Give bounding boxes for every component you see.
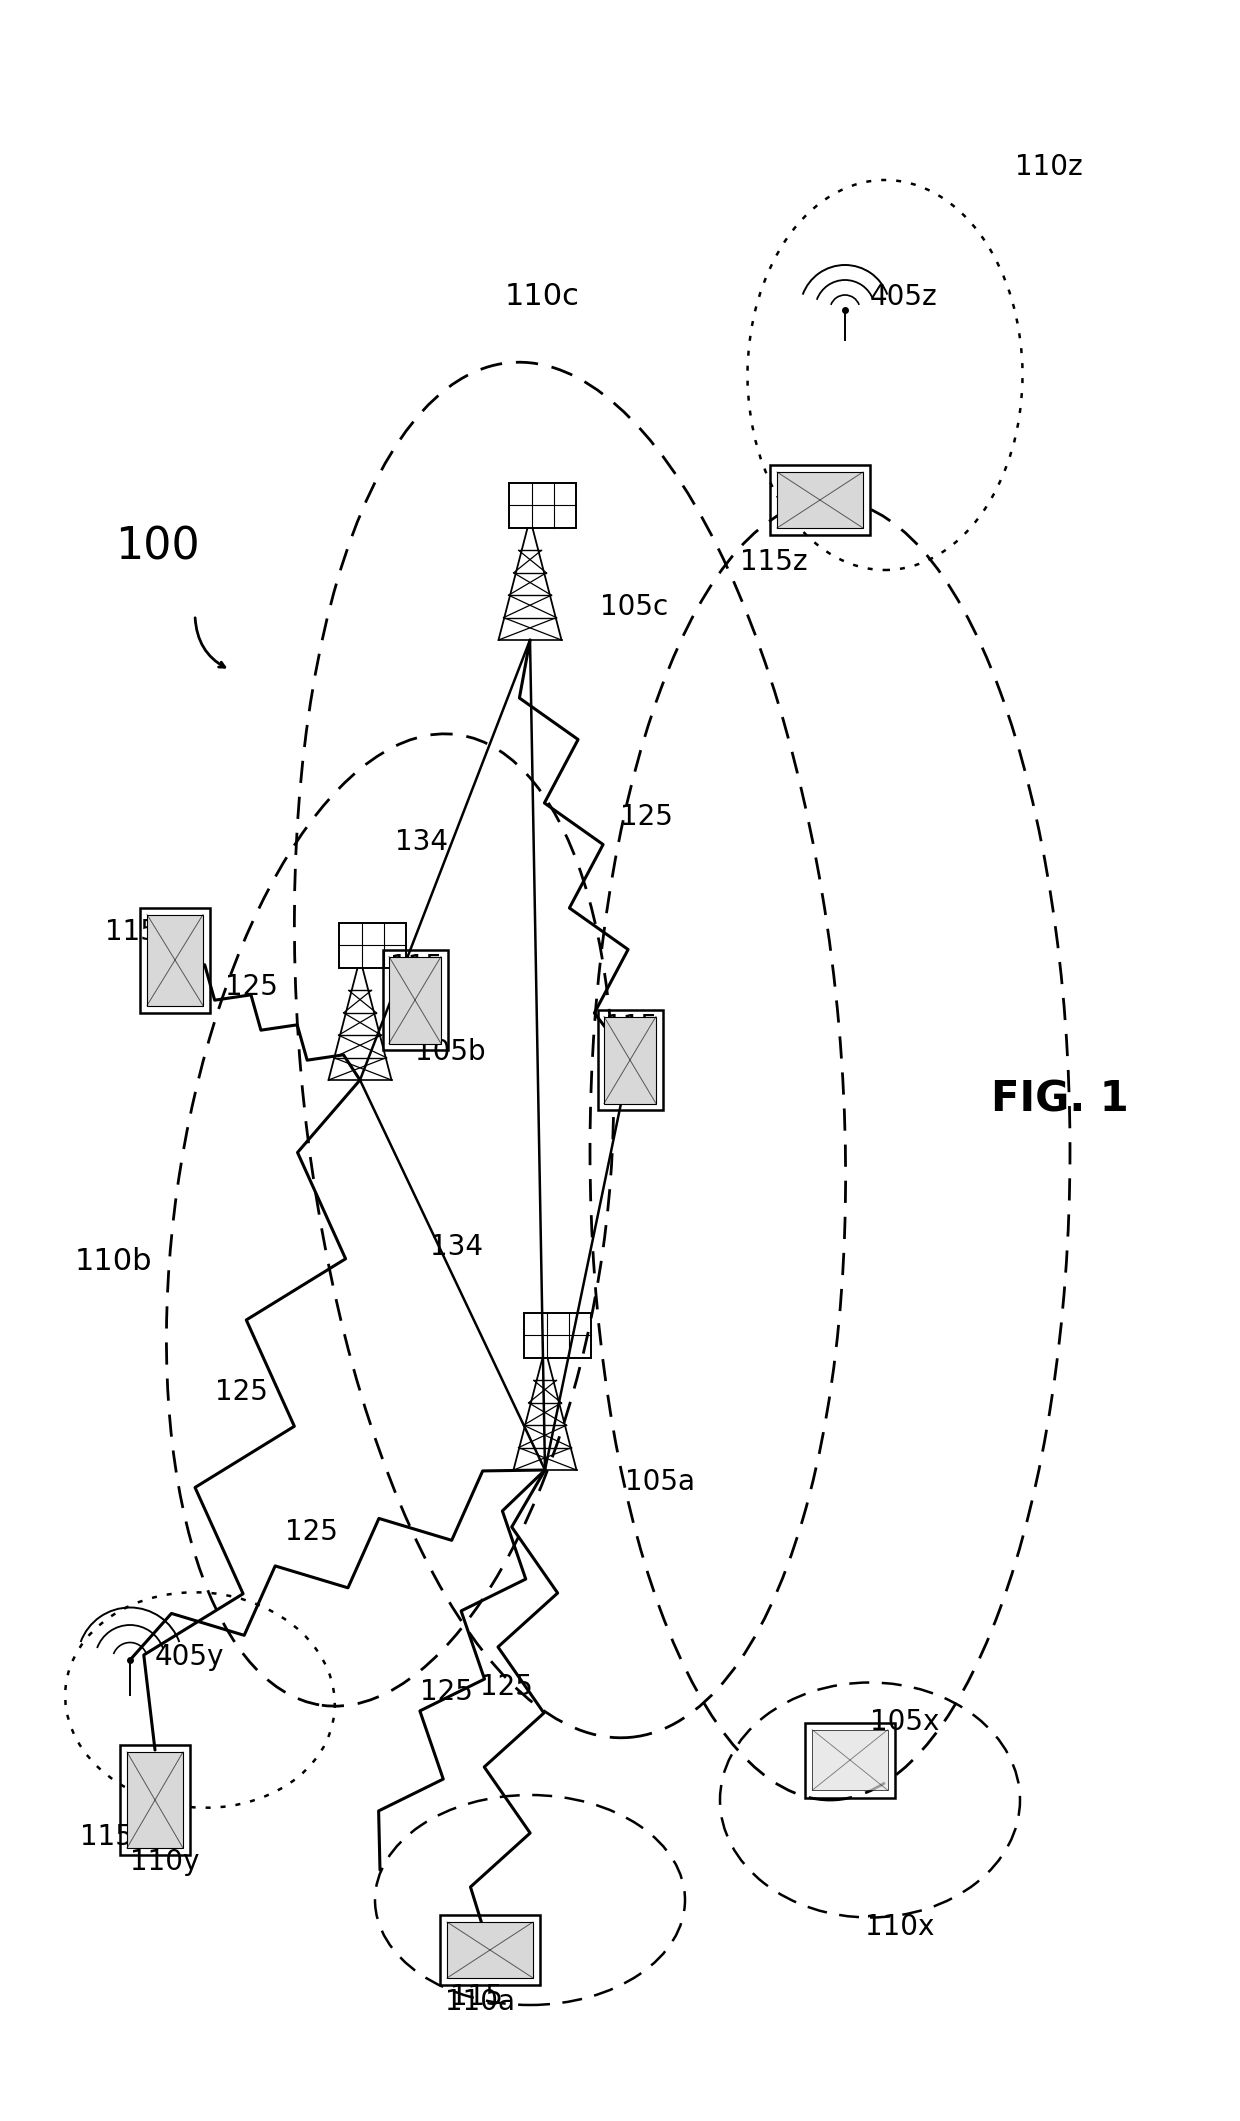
Bar <box>805 1722 895 1796</box>
Text: 115: 115 <box>105 918 157 946</box>
Bar <box>389 957 441 1044</box>
Text: 125: 125 <box>285 1519 337 1546</box>
Bar <box>140 908 210 1012</box>
Bar <box>446 1922 533 1979</box>
Bar <box>598 1010 662 1109</box>
Bar <box>510 481 575 528</box>
Text: 125: 125 <box>620 804 673 831</box>
Text: 134: 134 <box>430 1232 484 1262</box>
Text: 110z: 110z <box>1016 153 1083 180</box>
Text: 115: 115 <box>391 952 443 982</box>
Text: 125: 125 <box>215 1379 268 1406</box>
Bar <box>777 473 863 528</box>
Bar <box>812 1731 888 1790</box>
Bar <box>604 1016 656 1103</box>
Bar <box>126 1752 184 1847</box>
Text: 115: 115 <box>450 1983 503 2011</box>
Text: 134: 134 <box>396 827 448 857</box>
Text: 110b: 110b <box>74 1247 153 1277</box>
Bar <box>340 923 405 967</box>
Bar <box>440 1915 539 1985</box>
Text: 110x: 110x <box>866 1913 935 1941</box>
Text: 115: 115 <box>81 1824 133 1852</box>
Text: 125: 125 <box>480 1673 533 1701</box>
Bar <box>148 914 203 1005</box>
Text: 405y: 405y <box>155 1644 224 1671</box>
Text: 105b: 105b <box>415 1037 486 1067</box>
Bar <box>382 950 448 1050</box>
Text: 105x: 105x <box>870 1707 940 1735</box>
Text: 115z: 115z <box>740 547 807 577</box>
Text: 105c: 105c <box>600 594 668 621</box>
Bar <box>525 1313 590 1357</box>
Text: 125: 125 <box>224 974 278 1001</box>
Text: 115: 115 <box>605 1014 658 1041</box>
Text: 100: 100 <box>115 526 200 568</box>
Bar <box>120 1746 190 1856</box>
Text: 110c: 110c <box>505 282 580 312</box>
Text: FIG. 1: FIG. 1 <box>991 1080 1128 1122</box>
Text: 125: 125 <box>420 1678 472 1705</box>
Text: 405z: 405z <box>870 282 937 312</box>
Text: 110y: 110y <box>130 1847 200 1875</box>
Text: 110a: 110a <box>445 1987 515 2015</box>
Text: 105a: 105a <box>625 1468 694 1495</box>
Bar <box>770 464 870 534</box>
